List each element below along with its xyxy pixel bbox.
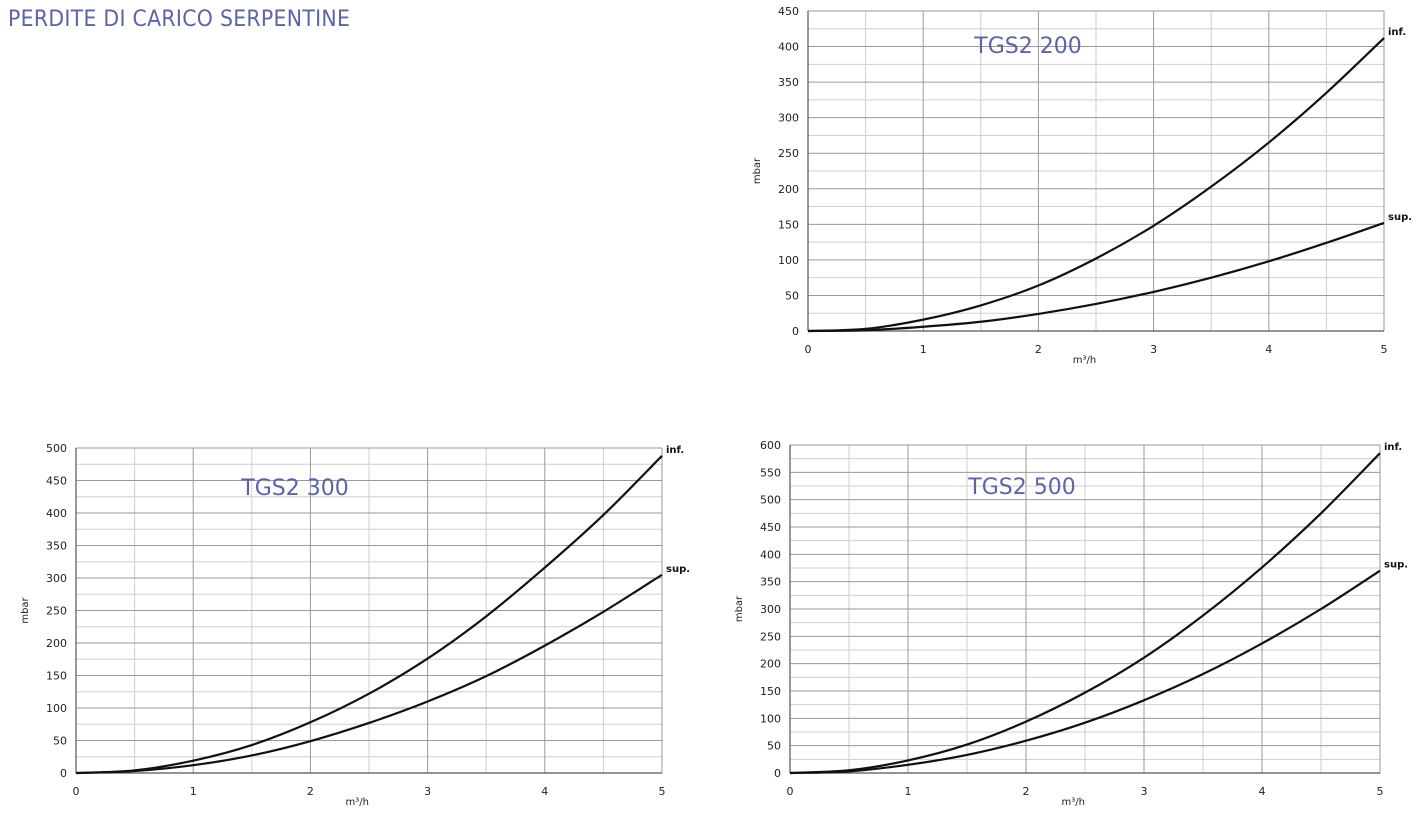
y-tick-label: 0 bbox=[60, 767, 67, 780]
y-tick-label: 100 bbox=[46, 702, 67, 715]
x-tick-label: 4 bbox=[1259, 785, 1266, 798]
y-tick-label: 200 bbox=[760, 658, 781, 671]
x-tick-label: 2 bbox=[1023, 785, 1030, 798]
y-tick-label: 500 bbox=[46, 442, 67, 455]
y-tick-label: 350 bbox=[778, 76, 799, 89]
chart-svg: 0 50 100 150 200 250 300 350 400 450 500 0 1 2 3 4 5 m³/h… bbox=[20, 442, 690, 808]
chart-title: TGS2 300 bbox=[240, 476, 348, 501]
y-tick-label: 100 bbox=[760, 712, 781, 725]
x-tick-label: 5 bbox=[1377, 785, 1384, 798]
y-tick-label: 200 bbox=[778, 183, 799, 196]
y-tick-label: 150 bbox=[778, 218, 799, 231]
y-tick-label: 150 bbox=[760, 685, 781, 698]
chart-svg: 0 50 100 150 200 250 300 350 400 450 0 1 2 3 4 5 m³/h mba… bbox=[752, 5, 1412, 366]
y-tick-label: 150 bbox=[46, 670, 67, 683]
y-tick-label: 400 bbox=[760, 548, 781, 561]
series-line-inf bbox=[807, 37, 1385, 333]
series-line-sup bbox=[789, 569, 1381, 775]
y-tick-label: 50 bbox=[53, 735, 67, 748]
x-tick-label: 4 bbox=[1265, 343, 1272, 356]
y-tick-label: 100 bbox=[778, 254, 799, 267]
x-tick-label: 1 bbox=[920, 343, 927, 356]
series-line-sup bbox=[807, 221, 1385, 333]
chart-tgs2-200: 0 50 100 150 200 250 300 350 400 450 0 1 2 3 4 5 m³/h mba… bbox=[738, 0, 1422, 376]
x-tick-label: 1 bbox=[905, 785, 912, 798]
x-tick-label: 3 bbox=[424, 785, 431, 798]
y-tick-label: 50 bbox=[767, 740, 781, 753]
y-tick-label: 350 bbox=[46, 540, 67, 553]
series-label-sup: sup. bbox=[1384, 560, 1408, 571]
y-tick-label: 450 bbox=[778, 5, 799, 18]
y-tick-label: 300 bbox=[760, 603, 781, 616]
minor-grid bbox=[76, 448, 662, 773]
y-tick-label: 0 bbox=[774, 767, 781, 780]
series-label-inf: inf. bbox=[1388, 27, 1406, 38]
y-tick-label: 250 bbox=[46, 605, 67, 618]
y-tick-label: 250 bbox=[778, 147, 799, 160]
y-tick-label: 500 bbox=[760, 494, 781, 507]
x-tick-label: 3 bbox=[1141, 785, 1148, 798]
x-tick-label: 1 bbox=[190, 785, 197, 798]
y-tick-label: 450 bbox=[760, 521, 781, 534]
y-tick-label: 200 bbox=[46, 637, 67, 650]
series-label-sup: sup. bbox=[1388, 212, 1412, 223]
x-tick-label: 2 bbox=[307, 785, 314, 798]
series-line-inf bbox=[75, 455, 663, 775]
y-tick-label: 400 bbox=[778, 41, 799, 54]
series-label-inf: inf. bbox=[666, 445, 684, 456]
y-axis-label: mbar bbox=[752, 157, 763, 184]
series-line-inf bbox=[789, 452, 1381, 775]
x-tick-label: 3 bbox=[1150, 343, 1157, 356]
chart-tgs2-300: 0 50 100 150 200 250 300 350 400 450 500 0 1 2 3 4 5 m³/h… bbox=[0, 432, 700, 814]
y-tick-label: 50 bbox=[785, 289, 799, 302]
x-tick-label: 5 bbox=[1381, 343, 1388, 356]
x-tick-label: 2 bbox=[1035, 343, 1042, 356]
x-tick-label: 4 bbox=[541, 785, 548, 798]
x-tick-label: 5 bbox=[659, 785, 666, 798]
series-label-inf: inf. bbox=[1384, 442, 1402, 453]
x-tick-label: 0 bbox=[73, 785, 80, 798]
y-tick-label: 350 bbox=[760, 576, 781, 589]
y-tick-label: 300 bbox=[46, 572, 67, 585]
series-label-sup: sup. bbox=[666, 564, 690, 575]
chart-title: TGS2 500 bbox=[967, 475, 1075, 500]
x-axis-label: m³/h bbox=[1061, 797, 1084, 808]
y-tick-label: 250 bbox=[760, 630, 781, 643]
chart-title: TGS2 200 bbox=[973, 34, 1081, 59]
series-line-sup bbox=[75, 573, 663, 775]
y-axis-label: mbar bbox=[734, 595, 745, 622]
x-tick-label: 0 bbox=[805, 343, 812, 356]
y-tick-label: 400 bbox=[46, 507, 67, 520]
minor-grid bbox=[808, 11, 1384, 331]
x-axis-label: m³/h bbox=[346, 797, 369, 808]
chart-tgs2-500: 0 50 100 150 200 250 300 350 400 450 500 550 600 0 1 2 3… bbox=[718, 432, 1422, 814]
x-tick-label: 0 bbox=[787, 785, 794, 798]
x-axis-label: m³/h bbox=[1073, 355, 1096, 366]
chart-svg: 0 50 100 150 200 250 300 350 400 450 500 550 600 0 1 2 3… bbox=[734, 439, 1408, 808]
y-tick-label: 450 bbox=[46, 475, 67, 488]
y-tick-label: 300 bbox=[778, 112, 799, 125]
y-tick-label: 550 bbox=[760, 466, 781, 479]
y-tick-label: 600 bbox=[760, 439, 781, 452]
y-axis-label: mbar bbox=[20, 596, 31, 623]
page-title: PERDITE DI CARICO SERPENTINE bbox=[8, 7, 351, 32]
y-tick-label: 0 bbox=[792, 325, 799, 338]
